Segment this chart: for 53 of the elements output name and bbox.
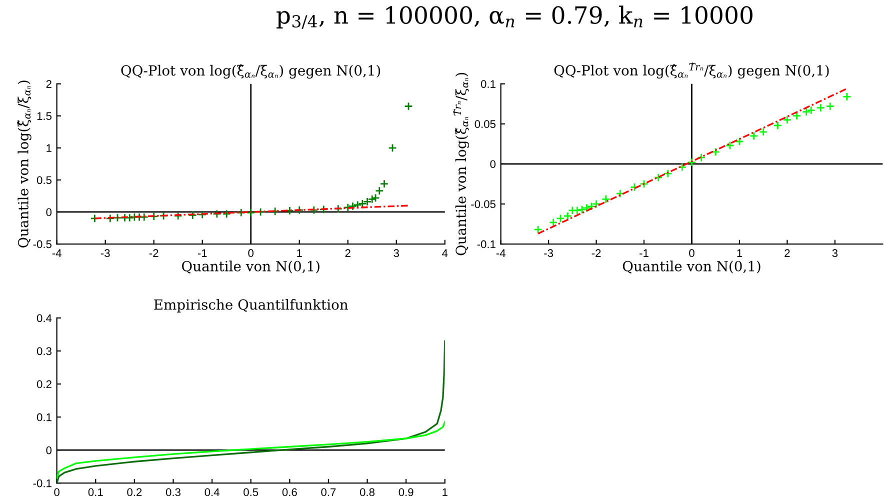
x-tick-label: 1 xyxy=(297,249,302,257)
x-tick-label: 0.1 xyxy=(88,488,103,496)
x-tick-label: 1 xyxy=(442,488,448,496)
x-tick-label: -4 xyxy=(496,249,506,257)
y-tick-label: 1.5 xyxy=(37,112,52,120)
y-axis-title: Quantile von log(ξ̂$_{αₙ}$/ξ$_{αₙ}$) xyxy=(17,80,32,248)
x-tick-label: 0.7 xyxy=(321,488,336,496)
x-tick-label: 0 xyxy=(689,249,694,258)
x-tick-label: -2 xyxy=(149,249,158,257)
x-tick-label: 0.6 xyxy=(282,488,297,496)
x-tick-label: 3 xyxy=(832,249,838,258)
y-tick-label: 0.1 xyxy=(480,80,496,88)
x-tick-label: 0.3 xyxy=(166,488,180,496)
x-tick-label: 0.9 xyxy=(398,488,414,496)
x-tick-label: 2 xyxy=(784,249,790,257)
x-tick-label: 4 xyxy=(442,249,448,257)
y-tick-label: 0 xyxy=(46,208,52,216)
chart-title: QQ-Plot von log(ξ̂$_{αₙ}$/ξ$_{αₙ}$) gegen N(0,1) xyxy=(121,64,380,79)
y-tick-label: 2 xyxy=(46,80,52,88)
x-tick-label: -2 xyxy=(592,249,601,257)
x-axis-title: Quantile von N(0,1) xyxy=(182,260,320,274)
y-tick-label: 0.05 xyxy=(474,120,496,128)
y-tick-label: 0.5 xyxy=(36,176,52,184)
x-tick-label: -3 xyxy=(100,249,110,258)
x-tick-label: -1 xyxy=(198,249,207,257)
x-tick-label: 0 xyxy=(54,488,60,496)
y-tick-label: 1 xyxy=(46,144,52,152)
x-tick-label: 0.5 xyxy=(244,488,258,496)
chart-title: QQ-Plot von log(ξ̂$_{αₙ}$$^{T̂rₙ}$/ξ$_{αₙ}$) gegen N(0,1) xyxy=(554,62,829,78)
x-tick-label: -1 xyxy=(640,249,648,257)
x-tick-label: 2 xyxy=(345,249,350,257)
y-tick-label: -0.1 xyxy=(33,479,52,488)
y-tick-label: 0.1 xyxy=(36,413,52,422)
x-tick-label: -4 xyxy=(52,249,62,257)
y-tick-label: 0.3 xyxy=(36,347,52,356)
y-tick-label: 0.4 xyxy=(36,314,52,322)
x-tick-label: 1 xyxy=(737,249,742,257)
x-tick-label: -3 xyxy=(544,249,554,258)
x-tick-label: 0.4 xyxy=(204,488,220,496)
y-axis-title: Quantile von log(ξ̂$_{αₙ}$$^{T̂rₙ}$/ξ$_{αₙ}$) xyxy=(453,72,470,256)
x-tick-label: 3 xyxy=(394,249,399,258)
text: p$_{3/4}$, n = 100000, α$_{n}$ = 0.79, k$_{n}$ = 10000 xyxy=(276,6,752,29)
chart-title: Empirische Quantilfunktion xyxy=(154,299,348,312)
y-tick-label: 0 xyxy=(490,160,496,168)
x-tick-label: 0.8 xyxy=(360,488,375,496)
x-tick-label: 0 xyxy=(248,249,254,258)
x-axis-title: Quantile von N(0,1) xyxy=(622,260,760,274)
x-tick-label: 0.2 xyxy=(127,488,142,496)
y-tick-label: -0.1 xyxy=(477,240,496,248)
y-tick-label: 0 xyxy=(46,446,52,454)
y-tick-label: -0.05 xyxy=(471,200,496,208)
y-tick-label: 0.2 xyxy=(36,380,52,388)
y-tick-label: -0.5 xyxy=(33,240,52,248)
